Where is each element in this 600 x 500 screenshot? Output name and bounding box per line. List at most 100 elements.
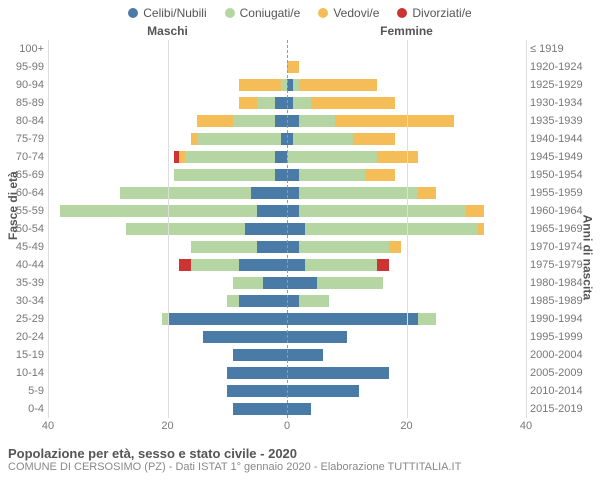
bar-segment [126,222,246,236]
year-label: 1930-1934 [526,94,592,112]
bar-segment [287,402,311,416]
age-label: 30-34 [8,292,48,310]
legend-item: Divorziati/e [397,6,471,20]
center-line [287,40,288,418]
age-label: 55-59 [8,202,48,220]
age-label: 95-99 [8,58,48,76]
age-label: 20-24 [8,328,48,346]
bar-segment [203,330,287,344]
legend-item: Celibi/Nubili [128,6,206,20]
legend-label: Coniugati/e [240,6,301,20]
year-label: 2005-2009 [526,364,592,382]
bar-segment [353,132,395,146]
year-label: 1965-1969 [526,220,592,238]
bar-segment [233,348,287,362]
age-label: 60-64 [8,184,48,202]
plot-area: 100+95-9990-9485-8980-8475-7970-7465-696… [8,40,592,418]
legend-swatch [318,8,328,18]
bar-segment [233,114,275,128]
bar-segment [287,348,323,362]
bar-segment [377,258,389,272]
age-label: 45-49 [8,238,48,256]
header-female: Femmine [287,24,526,38]
bar-segment [239,78,281,92]
legend-swatch [397,8,407,18]
bar-segment [287,204,299,218]
year-label: 1990-1994 [526,310,592,328]
bar-segment [418,312,436,326]
bar-segment [365,168,395,182]
bar-segment [287,258,305,272]
bar-segment [287,60,299,74]
bar-segment [257,240,287,254]
bar-segment [197,132,281,146]
x-tick: 40 [42,420,54,432]
column-headers: Maschi Femmine [8,24,592,38]
legend-item: Vedovi/e [318,6,379,20]
bar-segment [377,150,419,164]
bar-segment [191,258,239,272]
age-label: 15-19 [8,346,48,364]
bar-segment [185,150,275,164]
bar-segment [299,186,419,200]
bar-segment [227,366,287,380]
bar-segment [287,366,389,380]
x-tick: 20 [400,420,412,432]
bar-segment [239,258,287,272]
year-label: 1985-1989 [526,292,592,310]
year-label: 1980-1984 [526,274,592,292]
legend: Celibi/Nubili Coniugati/e Vedovi/e Divorzia… [8,6,592,20]
bar-segment [233,402,287,416]
bar-segment [239,294,287,308]
grid-line [407,40,408,418]
bar-segment [179,258,191,272]
bar-segment [287,312,418,326]
year-label: 1960-1964 [526,202,592,220]
year-label: 1935-1939 [526,112,592,130]
bar-segment [257,96,275,110]
age-label: 65-69 [8,166,48,184]
age-label: 25-29 [8,310,48,328]
legend-label: Vedovi/e [333,6,379,20]
bar-segment [245,222,287,236]
y-axis-age: 100+95-9990-9485-8980-8475-7970-7465-696… [8,40,48,418]
bar-segment [299,114,335,128]
bar-segment [239,96,257,110]
legend-label: Divorziati/e [412,6,471,20]
bar-segment [275,114,287,128]
year-label: 1955-1959 [526,184,592,202]
bar-segment [275,168,287,182]
population-pyramid-chart: Celibi/Nubili Coniugati/e Vedovi/e Divorzia… [0,0,600,500]
bar-segment [287,294,299,308]
bar-segment [275,96,287,110]
bar-segment [174,168,276,182]
bar-segment [299,240,389,254]
bar-segment [275,150,287,164]
x-tick: 0 [284,420,290,432]
bar-segment [60,204,257,218]
year-label: 2010-2014 [526,382,592,400]
bar-segment [299,168,365,182]
age-label: 50-54 [8,220,48,238]
bar-segment [287,240,299,254]
bar-segment [335,114,455,128]
y-axis-year: ≤ 19191920-19241925-19291930-19341935-19… [526,40,592,418]
age-label: 5-9 [8,382,48,400]
year-label: 1940-1944 [526,130,592,148]
bar-segment [287,168,299,182]
bar-segment [251,186,287,200]
bar-segment [299,294,329,308]
bar-segment [287,114,299,128]
year-label: 1945-1949 [526,148,592,166]
bar-segment [257,204,287,218]
age-label: 10-14 [8,364,48,382]
bar-segment [418,186,436,200]
bar-segment [263,276,287,290]
year-label: 1950-1954 [526,166,592,184]
year-label: 1995-1999 [526,328,592,346]
bar-segment [287,384,359,398]
legend-swatch [225,8,235,18]
chart-footer: Popolazione per età, sesso e stato civil… [8,446,592,473]
legend-label: Celibi/Nubili [143,6,206,20]
age-label: 70-74 [8,148,48,166]
